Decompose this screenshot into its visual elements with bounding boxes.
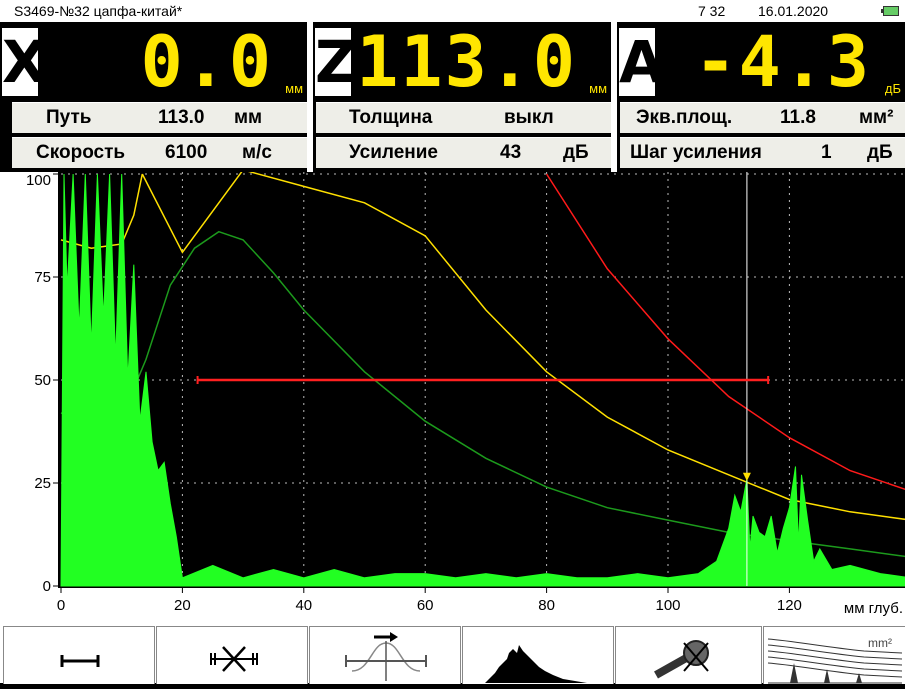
param-gain-step-value: 1 bbox=[821, 142, 832, 163]
y-tick-label: 25 bbox=[34, 475, 51, 492]
readout-x-value: 0.0 bbox=[140, 21, 273, 103]
readout-a: A -4.3 дБ bbox=[617, 21, 905, 103]
gate-shift-button[interactable] bbox=[309, 626, 461, 684]
ascan-chart[interactable]: 0 25 50 75 100 0 20 40 60 80 100 120 мм глуб. bbox=[0, 169, 905, 622]
status-bar: S3469-№32 цапфа-китай* 7 32 16.01.2020 bbox=[0, 0, 905, 22]
readout-x-unit: мм bbox=[285, 81, 303, 96]
dac-unit-label: mm² bbox=[868, 636, 892, 650]
param-speed-value: 6100 bbox=[165, 142, 208, 163]
clock-date: 16.01.2020 bbox=[758, 3, 829, 19]
divider bbox=[611, 22, 617, 172]
battery-icon bbox=[881, 6, 899, 16]
readout-z-value: 113.0 bbox=[356, 21, 577, 103]
param-thickness-value: выкл bbox=[504, 107, 554, 128]
ascan-plot[interactable]: 0 25 50 75 100 0 20 40 60 80 100 120 мм глуб. bbox=[0, 169, 905, 622]
param-path[interactable]: Путь 113.0 мм bbox=[12, 102, 307, 133]
param-path-label: Путь bbox=[46, 107, 92, 128]
x-tick-label: 60 bbox=[417, 597, 434, 614]
gate-position-icon bbox=[210, 646, 258, 672]
param-gain-step[interactable]: Шаг усиления 1 дБ bbox=[620, 137, 905, 168]
param-thickness[interactable]: Толщина выкл bbox=[316, 102, 611, 133]
param-thickness-label: Толщина bbox=[349, 107, 433, 128]
param-gain-label: Усиление bbox=[349, 142, 438, 163]
envelope-icon bbox=[485, 645, 587, 683]
x-tick-label: 20 bbox=[174, 597, 191, 614]
readout-z-letter: Z bbox=[315, 28, 358, 96]
gate-shift-icon bbox=[345, 632, 427, 681]
readout-x: X 0.0 мм bbox=[0, 21, 307, 103]
y-tick-label: 75 bbox=[34, 269, 51, 286]
readout-x-letter: X bbox=[2, 28, 47, 96]
readout-z: Z 113.0 мм bbox=[313, 21, 611, 103]
param-speed[interactable]: Скорость 6100 м/с bbox=[12, 137, 307, 168]
param-eq-area-value: 11.8 bbox=[780, 107, 816, 128]
param-speed-label: Скорость bbox=[36, 142, 126, 163]
x-tick-label: 0 bbox=[57, 597, 65, 614]
dac-curve-1 bbox=[141, 169, 905, 521]
y-axis-panel bbox=[0, 172, 58, 622]
y-tick-label: 100 bbox=[26, 172, 51, 189]
param-gain-value: 43 bbox=[500, 142, 522, 163]
param-path-value: 113.0 bbox=[158, 107, 205, 128]
readout-a-letter: A bbox=[619, 28, 664, 96]
cursor-marker bbox=[742, 472, 751, 481]
readout-a-value: -4.3 bbox=[694, 21, 871, 103]
x-tick-label: 100 bbox=[655, 597, 680, 614]
x-axis-panel bbox=[0, 588, 905, 622]
x-tick-label: 120 bbox=[777, 597, 802, 614]
readout-z-unit: мм bbox=[589, 81, 607, 96]
dac-curve-0 bbox=[545, 173, 905, 491]
readout-a-unit: дБ bbox=[884, 81, 901, 96]
x-axis-label: мм глуб. bbox=[844, 600, 903, 617]
file-title: S3469-№32 цапфа-китай* bbox=[14, 3, 183, 19]
envelope-button[interactable] bbox=[462, 626, 614, 684]
divider bbox=[307, 22, 313, 172]
probe-off-icon bbox=[654, 640, 709, 679]
dac-curves-button[interactable]: mm² bbox=[763, 626, 905, 684]
toolbar: mm² bbox=[0, 622, 905, 684]
probe-off-button[interactable] bbox=[615, 626, 762, 684]
x-tick-label: 80 bbox=[538, 597, 555, 614]
signal-trace bbox=[60, 173, 905, 587]
param-eq-area-label: Экв.площ. bbox=[636, 107, 733, 128]
y-tick-label: 50 bbox=[34, 372, 51, 389]
param-gain-step-label: Шаг усиления bbox=[630, 142, 762, 163]
dac-curve-3 bbox=[60, 230, 905, 558]
clock-time: 7 32 bbox=[698, 3, 726, 19]
param-path-unit: мм bbox=[234, 107, 263, 128]
param-gain-unit: дБ bbox=[563, 142, 589, 163]
param-gain-step-unit: дБ bbox=[867, 142, 893, 163]
dac-curves-icon: mm² bbox=[767, 636, 903, 684]
gate-width-icon bbox=[60, 655, 100, 667]
x-tick-label: 40 bbox=[295, 597, 312, 614]
param-speed-unit: м/с bbox=[242, 142, 272, 163]
param-eq-area[interactable]: Экв.площ. 11.8 мм² bbox=[620, 102, 905, 133]
gate-position-button[interactable] bbox=[156, 626, 308, 684]
param-eq-area-unit: мм² bbox=[859, 107, 894, 128]
param-gain[interactable]: Усиление 43 дБ bbox=[316, 137, 611, 168]
gate-width-button[interactable] bbox=[3, 626, 155, 684]
y-tick-label: 0 bbox=[43, 578, 51, 595]
